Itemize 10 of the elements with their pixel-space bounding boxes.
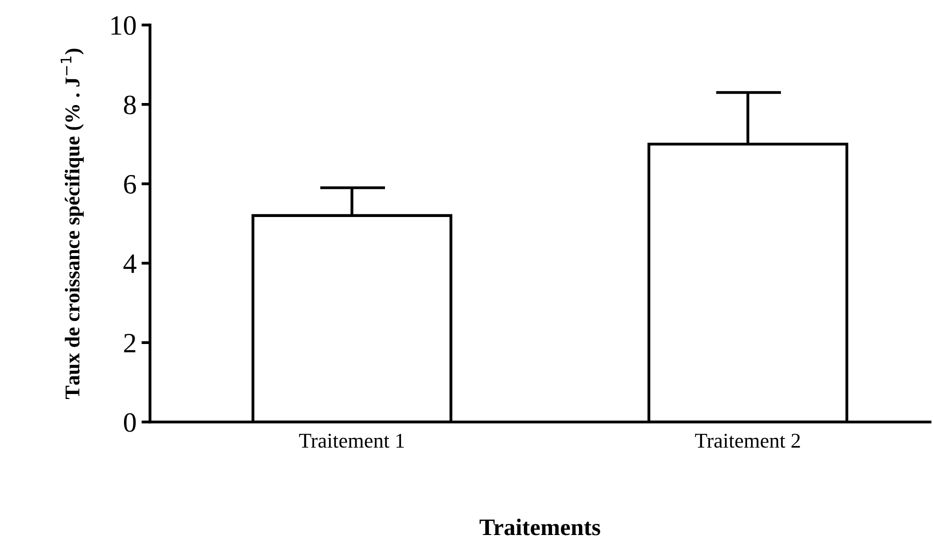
x-tick-label: Traitement 2 bbox=[695, 434, 800, 448]
y-tick-label: 6 bbox=[124, 175, 136, 194]
y-tick-label: 10 bbox=[111, 16, 136, 35]
x-axis-title: Traitements bbox=[480, 518, 600, 536]
y-axis-title: Taux de croissance spécifique (% . J$^{−1}$) bbox=[60, 48, 84, 400]
x-tick-label: Traitement 1 bbox=[299, 434, 404, 448]
y-tick-label: 4 bbox=[123, 254, 136, 273]
y-tick-label: 8 bbox=[124, 96, 136, 114]
y-tick-label: 0 bbox=[124, 413, 136, 432]
y-tick-label: 2 bbox=[124, 334, 136, 352]
